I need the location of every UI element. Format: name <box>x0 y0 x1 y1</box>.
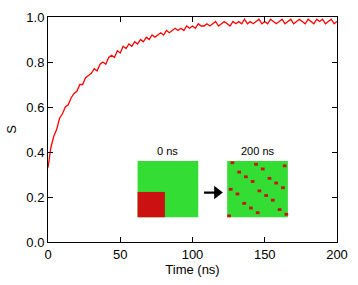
svg-text:S: S <box>4 125 19 134</box>
svg-text:100: 100 <box>182 247 204 262</box>
svg-text:0.8: 0.8 <box>26 55 44 70</box>
svg-text:0.6: 0.6 <box>26 100 44 115</box>
svg-text:0.2: 0.2 <box>26 190 44 205</box>
svg-text:Time (ns): Time (ns) <box>165 262 219 277</box>
svg-text:150: 150 <box>254 247 276 262</box>
svg-text:1.0: 1.0 <box>26 10 44 25</box>
svg-text:0.4: 0.4 <box>26 145 44 160</box>
svg-text:200: 200 <box>326 247 348 262</box>
svg-text:0 ns: 0 ns <box>157 145 178 157</box>
svg-text:50: 50 <box>113 247 127 262</box>
svg-text:0.0: 0.0 <box>26 235 44 250</box>
svg-text:200 ns: 200 ns <box>241 145 275 157</box>
svg-text:0: 0 <box>44 247 51 262</box>
